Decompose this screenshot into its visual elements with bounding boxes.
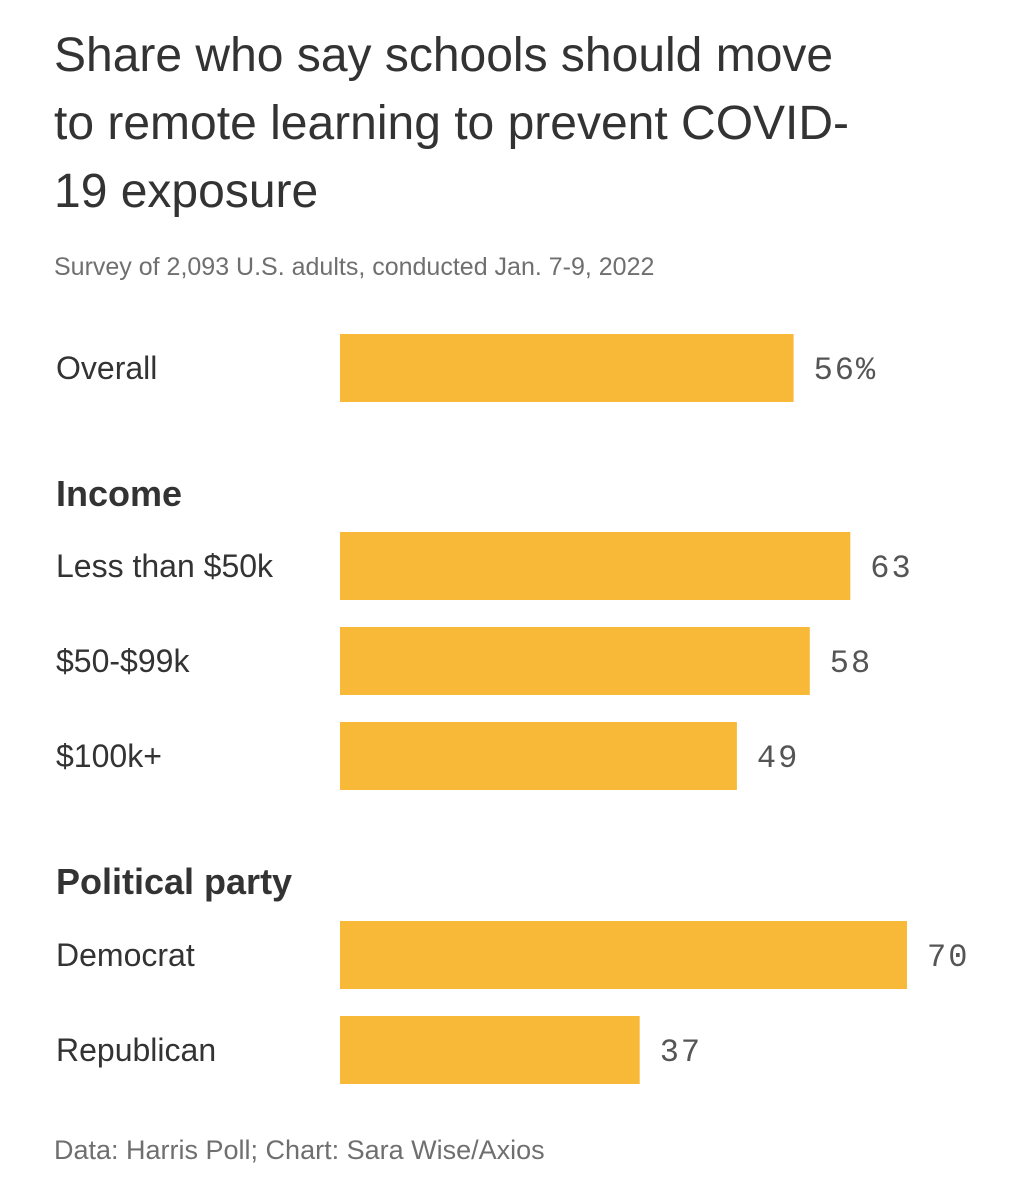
- category-label-100k: $100k+: [56, 738, 162, 774]
- category-label-overall: Overall: [56, 350, 157, 386]
- bar-100k: [340, 722, 737, 790]
- value-label-100k: 49: [757, 740, 799, 777]
- group-label-income: Income: [56, 473, 182, 514]
- bar-50-99k: [340, 627, 810, 695]
- bar-less-than-50k: [340, 532, 851, 600]
- value-label-50-99k: 58: [830, 645, 872, 682]
- chart-title-line-2: to remote learning to prevent COVID-: [54, 97, 850, 150]
- chart-subtitle: Survey of 2,093 U.S. adults, conducted J…: [54, 253, 655, 281]
- value-label-democrat: 70: [927, 939, 969, 976]
- group-label-political-party: Political party: [56, 861, 292, 902]
- value-label-overall: 56%: [814, 352, 878, 389]
- value-label-republican: 37: [660, 1034, 702, 1071]
- bar-republican: [340, 1016, 640, 1084]
- value-label-less-than-50k: 63: [870, 550, 912, 587]
- category-label-democrat: Democrat: [56, 937, 195, 973]
- category-label-50-99k: $50-$99k: [56, 643, 190, 679]
- bar-overall: [340, 334, 794, 402]
- category-label-republican: Republican: [56, 1032, 216, 1068]
- chart-title: Share who say schools should move to rem…: [54, 22, 984, 226]
- chart-title-line-1: Share who say schools should move: [54, 29, 834, 82]
- category-label-less-than-50k: Less than $50k: [56, 548, 274, 584]
- chart-title-line-3: 19 exposure: [54, 165, 319, 218]
- chart-source: Data: Harris Poll; Chart: Sara Wise/Axio…: [54, 1135, 545, 1165]
- bar-democrat: [340, 921, 907, 989]
